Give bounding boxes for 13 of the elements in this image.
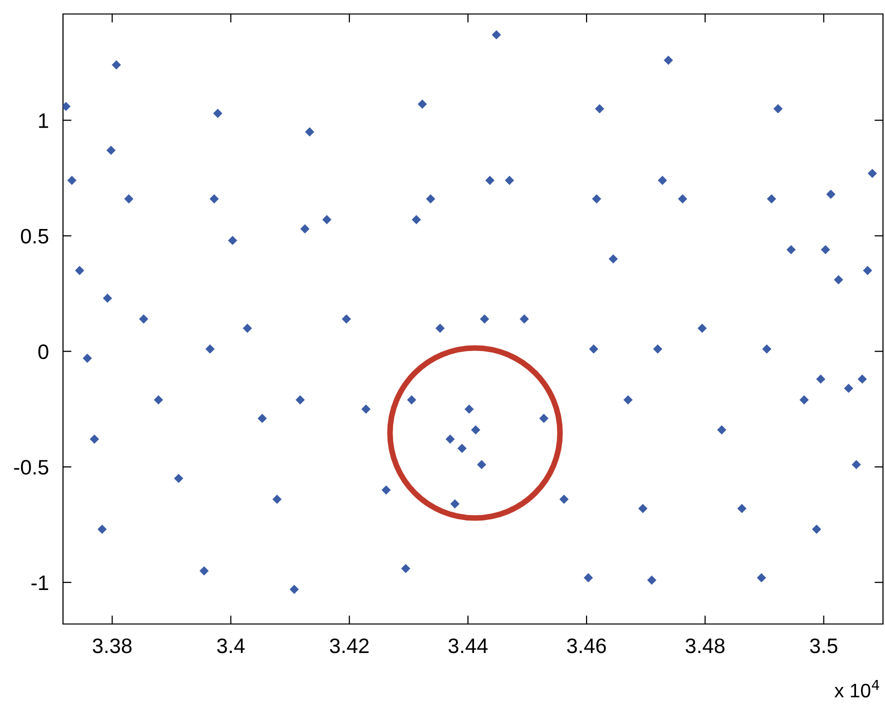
y-tick-label: -1	[32, 576, 48, 590]
x-tick-label: 3.4	[217, 638, 245, 654]
y-tick-label: -0.5	[14, 460, 48, 475]
x-tick-label: 3.5	[810, 638, 838, 654]
y-tick-label: 0.5	[20, 228, 48, 244]
x-tick-label: 3.42	[330, 638, 369, 654]
text: x 10$^{4}$	[834, 680, 880, 698]
x-tick-label: 3.38	[92, 638, 132, 654]
x-tick-label: 3.46	[567, 638, 606, 654]
x-tick-label: 3.44	[448, 638, 488, 654]
y-tick-label: 0	[38, 344, 48, 360]
y-tick-label: 1	[39, 114, 48, 128]
x-tick-label: 3.48	[686, 638, 724, 654]
